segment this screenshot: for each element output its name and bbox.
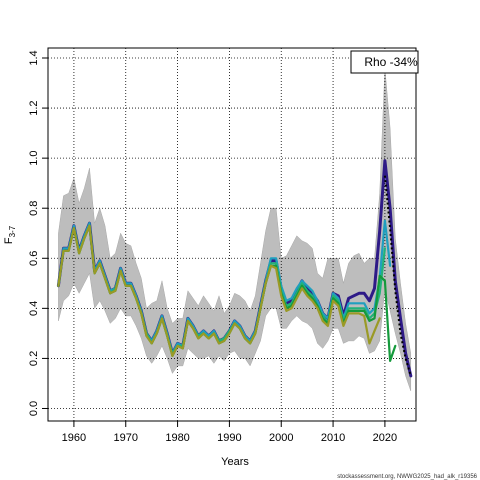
x-tick-label-1980: 1980: [165, 432, 189, 444]
y-tick-label-0.0: 0.0: [28, 401, 40, 416]
x-tick-label-2020: 2020: [373, 432, 397, 444]
legend: Rho -34%: [350, 50, 419, 74]
y-axis-title: F3-7: [3, 225, 17, 244]
y-tick-label-1.4: 1.4: [28, 50, 40, 65]
x-axis-title: Years: [221, 456, 249, 468]
confidence-band: [58, 67, 412, 392]
plot-frame: [47, 47, 417, 422]
source-note: stockassessment.org, NWWG2025_had_alk_r1…: [337, 474, 477, 480]
x-tick-label-2010: 2010: [321, 432, 345, 444]
y-tick-label-1.2: 1.2: [28, 100, 40, 115]
y-tick-label-0.2: 0.2: [28, 351, 40, 366]
x-tick-label-1970: 1970: [114, 432, 138, 444]
y-tick-label-1.0: 1.0: [28, 150, 40, 165]
y-tick-label-0.4: 0.4: [28, 301, 40, 316]
y-axis-title-subscript: 3-7: [8, 225, 17, 237]
series-line-5: [57, 224, 381, 357]
legend-box: [350, 50, 419, 74]
legend-text: Rho -34%: [364, 55, 418, 69]
y-tick-label-0.6: 0.6: [28, 251, 40, 266]
y-tick-label-0.8: 0.8: [28, 201, 40, 216]
x-tick-label-1990: 1990: [217, 432, 241, 444]
plot-area: 1960 1970 1980 1990 2000 2010 2020 0.0 0.2 0.4 0.6…: [28, 47, 417, 444]
x-tick-label-1960: 1960: [62, 432, 86, 444]
y-axis-title-main: F: [3, 237, 15, 244]
x-tick-label-2000: 2000: [269, 432, 293, 444]
